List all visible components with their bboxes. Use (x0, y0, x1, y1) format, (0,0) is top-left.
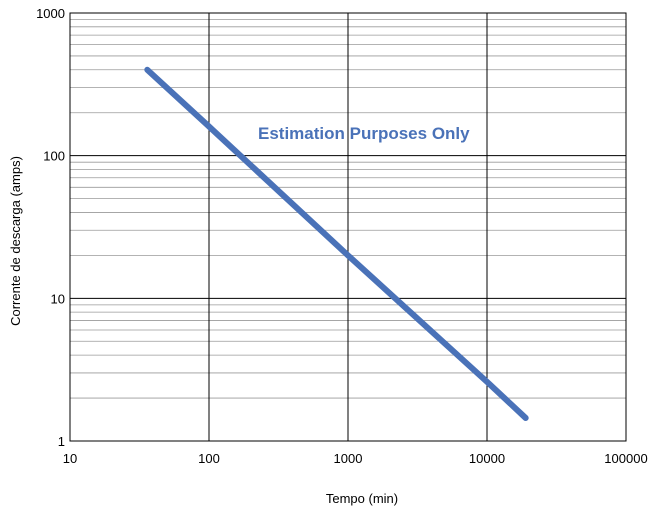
y-tick-label: 1000 (36, 6, 65, 21)
y-axis-title: Corrente de descarga (amps) (8, 156, 23, 326)
y-tick-label: 10 (51, 291, 65, 306)
grid (69, 13, 627, 442)
series-line (144, 66, 529, 421)
x-tick-label: 100000 (604, 451, 647, 466)
y-tick-label: 100 (43, 149, 65, 164)
y-tick-label: 1 (58, 434, 65, 449)
x-tick-labels: 10 100 1000 10000 100000 (63, 451, 648, 466)
x-tick-label: 100 (198, 451, 220, 466)
x-tick-label: 1000 (334, 451, 363, 466)
x-tick-label: 10 (63, 451, 77, 466)
chart-annotation: Estimation Purposes Only (258, 124, 470, 143)
plot-frame (69, 12, 627, 442)
x-axis-title: Tempo (min) (326, 491, 398, 506)
x-tick-label: 10000 (469, 451, 505, 466)
y-tick-labels: 1 10 100 1000 (36, 6, 65, 449)
